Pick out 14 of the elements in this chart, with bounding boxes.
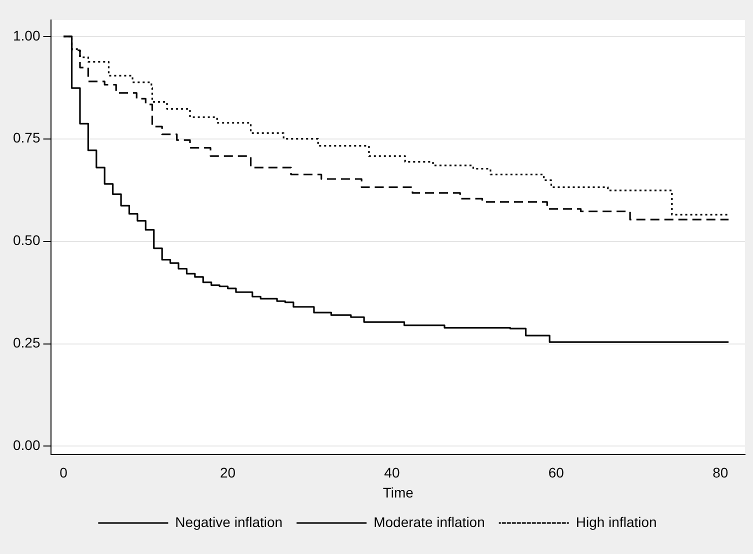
y-tick-label: 0.75 <box>13 130 40 146</box>
legend-label: High inflation <box>576 514 657 530</box>
x-tick-label: 40 <box>384 464 400 481</box>
legend-label: Negative inflation <box>175 514 283 530</box>
y-tick-label: 0.00 <box>13 437 40 454</box>
x-tick-label: 80 <box>712 464 728 481</box>
x-tick-label: 60 <box>548 464 564 481</box>
y-tick-label: 1.00 <box>13 27 40 44</box>
x-tick-label: 0 <box>60 464 68 481</box>
x-tick-label: 20 <box>220 464 236 481</box>
y-tick-label: 0.50 <box>13 232 40 248</box>
x-axis-title: Time <box>382 484 414 500</box>
legend-label: Moderate inflation <box>374 514 485 530</box>
y-tick-label: 0.25 <box>13 334 40 351</box>
